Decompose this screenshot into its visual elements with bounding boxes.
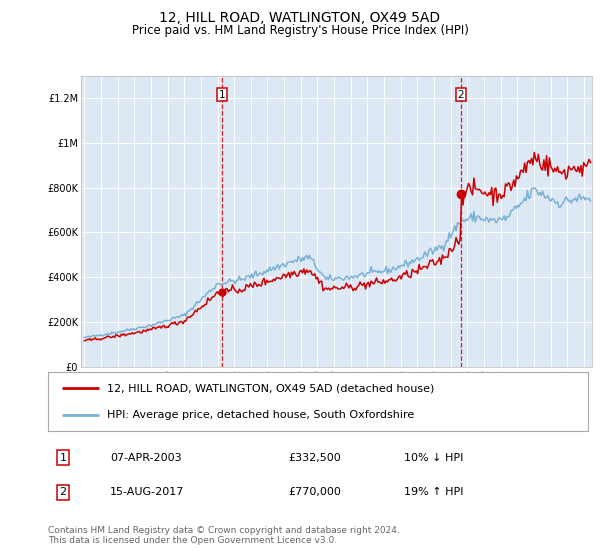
Text: 07-APR-2003: 07-APR-2003 <box>110 452 182 463</box>
Text: £770,000: £770,000 <box>289 487 341 497</box>
Text: 1: 1 <box>219 90 226 100</box>
Text: This data is licensed under the Open Government Licence v3.0.: This data is licensed under the Open Gov… <box>48 536 337 545</box>
Text: Contains HM Land Registry data © Crown copyright and database right 2024.: Contains HM Land Registry data © Crown c… <box>48 526 400 535</box>
Text: 10% ↓ HPI: 10% ↓ HPI <box>404 452 464 463</box>
Text: HPI: Average price, detached house, South Oxfordshire: HPI: Average price, detached house, Sout… <box>107 410 415 421</box>
Text: 2: 2 <box>59 487 67 497</box>
Text: 12, HILL ROAD, WATLINGTON, OX49 5AD: 12, HILL ROAD, WATLINGTON, OX49 5AD <box>160 11 440 25</box>
Text: 12, HILL ROAD, WATLINGTON, OX49 5AD (detached house): 12, HILL ROAD, WATLINGTON, OX49 5AD (det… <box>107 383 435 393</box>
Text: £332,500: £332,500 <box>289 452 341 463</box>
Text: 15-AUG-2017: 15-AUG-2017 <box>110 487 184 497</box>
Text: Price paid vs. HM Land Registry's House Price Index (HPI): Price paid vs. HM Land Registry's House … <box>131 24 469 37</box>
Text: 1: 1 <box>59 452 67 463</box>
Text: 2: 2 <box>458 90 464 100</box>
Text: 19% ↑ HPI: 19% ↑ HPI <box>404 487 464 497</box>
